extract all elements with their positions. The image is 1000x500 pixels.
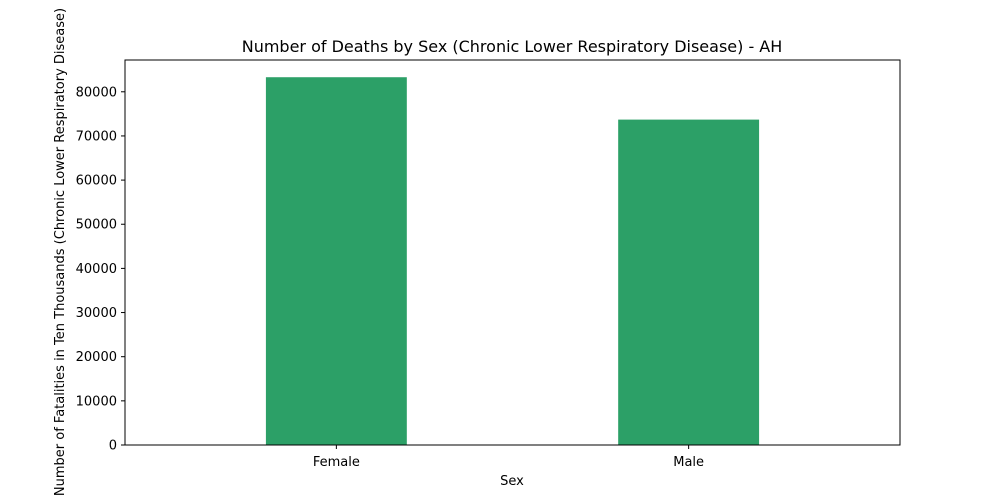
y-axis-ticks: 0 10000 20000 30000 40000 50000 60000 70000 8000… bbox=[76, 85, 125, 454]
bar-male bbox=[618, 119, 760, 445]
y-tick-label: 60000 bbox=[76, 174, 117, 189]
y-tick-label: 50000 bbox=[76, 218, 117, 233]
x-axis-ticks: Female Male bbox=[313, 445, 704, 470]
plot-frame bbox=[124, 59, 901, 446]
y-tick-label: 0 bbox=[109, 439, 117, 454]
y-tick-label: 40000 bbox=[76, 262, 117, 277]
y-tick-label: 30000 bbox=[76, 306, 117, 321]
y-tick-label: 20000 bbox=[76, 350, 117, 365]
y-tick-label: 10000 bbox=[76, 394, 117, 409]
bars-group bbox=[265, 77, 760, 445]
y-axis-label: Number of Fatalities in Ten Thousands (C… bbox=[53, 8, 68, 496]
y-tick-label: 70000 bbox=[76, 129, 117, 144]
x-tick-label: Female bbox=[313, 455, 360, 470]
x-tick-label: Male bbox=[673, 455, 704, 470]
chart-title: Number of Deaths by Sex (Chronic Lower R… bbox=[242, 37, 783, 56]
bar-female bbox=[265, 77, 407, 445]
y-tick-label: 80000 bbox=[76, 85, 117, 100]
x-axis-label: Sex bbox=[500, 474, 524, 489]
